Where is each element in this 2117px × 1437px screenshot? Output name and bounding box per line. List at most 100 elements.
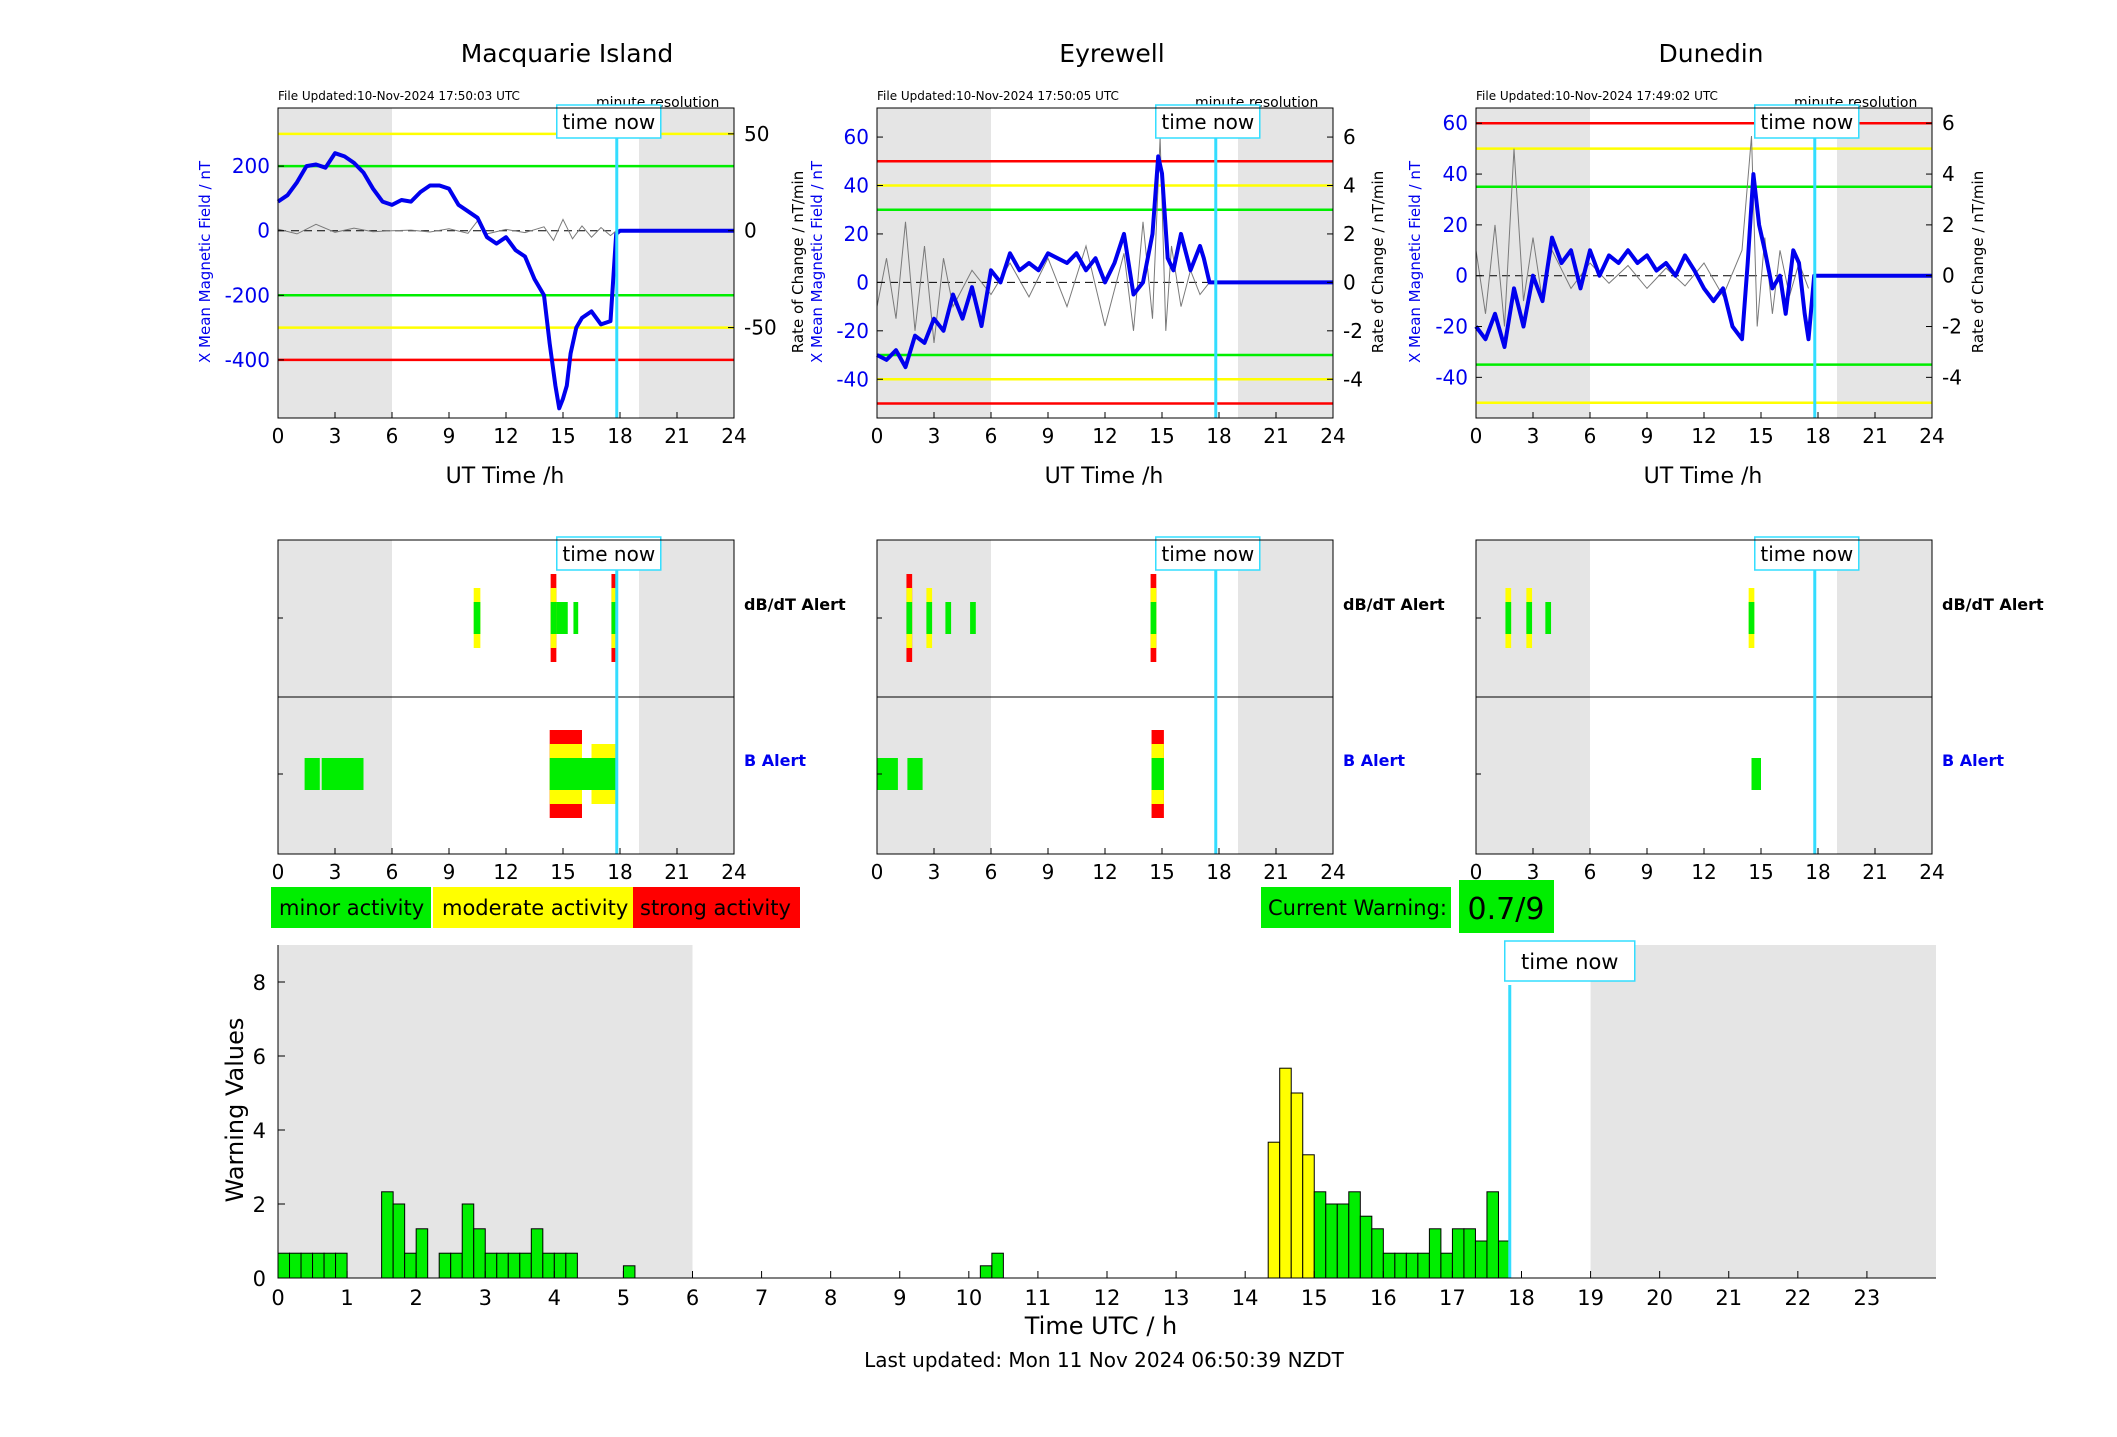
dbdt-alert-block	[473, 602, 481, 634]
x-tick-label: 12	[1092, 860, 1117, 884]
left-y-axis-label: X Mean Magnetic Field / nT	[196, 160, 214, 363]
time-now-box	[1155, 104, 1261, 139]
time-now-label: time now	[562, 542, 655, 566]
right-y-tick-label: 4	[1942, 162, 1955, 186]
y-tick-label: 8	[253, 971, 266, 995]
station-panel-macquarie: Macquarie Island File Updated:10-Nov-202…	[196, 39, 846, 884]
time-now-label: time now	[1521, 950, 1618, 974]
b-alert-block	[582, 758, 592, 790]
dbdt-alert-label: dB/dT Alert	[744, 595, 846, 614]
warning-bar	[1267, 1141, 1281, 1279]
x-tick-label: 1	[340, 1286, 353, 1310]
alert-plot: time now dB/dT Alert B Alert 0 3 6 9 12 15 18 21 24	[871, 536, 1445, 884]
x-tick-label: 6	[1584, 860, 1597, 884]
left-y-axis-label: X Mean Magnetic Field / nT	[1406, 160, 1424, 363]
legend-minor-swatch	[271, 887, 431, 928]
y-tick-label: 4	[253, 1119, 266, 1143]
warning-bar	[519, 1252, 532, 1279]
station-panel-dunedin: Dunedin File Updated:10-Nov-2024 17:49:0…	[1406, 39, 2044, 884]
x-tick-label: 21	[1263, 424, 1288, 448]
x-tick-label: 14	[1232, 1286, 1259, 1310]
b-alert-label: B Alert	[1942, 751, 2004, 770]
x-tick-label: 24	[1919, 424, 1944, 448]
x-tick-label: 12	[1094, 1286, 1121, 1310]
warning-bar	[1290, 1092, 1304, 1279]
x-tick-label: 9	[443, 860, 456, 884]
x-tick-label: 9	[1042, 424, 1055, 448]
warning-bar	[507, 1252, 521, 1279]
y-tick-label: 0	[253, 1267, 266, 1291]
left-y-tick-label: -200	[225, 283, 270, 307]
x-tick-label: 12	[493, 860, 518, 884]
legend-moderate-label: moderate activity	[442, 896, 628, 920]
warning-bar	[381, 1191, 394, 1279]
x-tick-label: 21	[664, 424, 689, 448]
warning-bar	[1325, 1203, 1338, 1279]
right-y-tick-label: -4	[1942, 365, 1962, 389]
x-tick-label: 13	[1163, 1286, 1190, 1310]
x-tick-label: 23	[1854, 1286, 1881, 1310]
x-tick-label: 7	[755, 1286, 768, 1310]
x-tick-label: 21	[1715, 1286, 1742, 1310]
warning-bar	[1382, 1252, 1396, 1279]
time-now-label: time now	[1161, 110, 1254, 134]
night-shade	[639, 108, 734, 418]
warning-bar	[323, 1252, 337, 1279]
x-tick-label: 15	[1301, 1286, 1328, 1310]
dbdt-alert-label: dB/dT Alert	[1343, 595, 1445, 614]
time-now-box	[1754, 536, 1860, 571]
x-tick-label: 9	[443, 424, 456, 448]
dbdt-alert-label: dB/dT Alert	[1942, 595, 2044, 614]
x-tick-label: 3	[1527, 860, 1540, 884]
warning-bar	[1486, 1191, 1499, 1279]
x-tick-label: 12	[493, 424, 518, 448]
dbdt-alert-block	[1748, 602, 1755, 634]
dbdt-alert-block	[1526, 602, 1533, 634]
x-tick-label: 18	[1206, 860, 1231, 884]
x-tick-label: 0	[871, 860, 884, 884]
left-y-axis-label: X Mean Magnetic Field / nT	[808, 160, 826, 363]
x-tick-label: 18	[1206, 424, 1231, 448]
left-y-tick-label: -20	[1435, 315, 1468, 339]
x-tick-label: 12	[1092, 424, 1117, 448]
warning-bar	[392, 1203, 406, 1279]
b-alert-block	[1151, 758, 1164, 790]
x-tick-label: 2	[409, 1286, 422, 1310]
x-tick-label: 6	[985, 424, 998, 448]
x-tick-label: 11	[1025, 1286, 1052, 1310]
y-tick-label: 2	[253, 1193, 266, 1217]
left-y-tick-label: 200	[232, 154, 270, 178]
b-alert-block	[321, 758, 364, 790]
x-tick-label: 15	[550, 424, 575, 448]
x-tick-label: 24	[1320, 860, 1345, 884]
night-shade	[1837, 108, 1932, 418]
time-now-label: time now	[562, 110, 655, 134]
warning-bar	[1302, 1154, 1315, 1279]
night-shade	[877, 108, 991, 418]
dbdt-alert-block	[945, 602, 952, 634]
warning-bar	[1417, 1252, 1430, 1279]
warning-bar	[1313, 1191, 1327, 1279]
left-y-tick-label: 20	[844, 222, 869, 246]
x-tick-label: 9	[1641, 860, 1654, 884]
dbdt-alert-block	[906, 602, 913, 634]
x-tick-label: 4	[548, 1286, 561, 1310]
warning-bar	[450, 1252, 463, 1279]
x-tick-label: 0	[1470, 424, 1483, 448]
dbdt-alert-block	[550, 602, 557, 634]
dbdt-alert-block	[970, 602, 976, 634]
left-y-tick-label: 0	[257, 219, 270, 243]
x-tick-label: 21	[1862, 424, 1887, 448]
right-y-tick-label: 0	[744, 219, 757, 243]
rate-of-change-series	[1475, 135, 1809, 327]
warning-bar	[312, 1252, 325, 1279]
x-tick-label: 24	[1320, 424, 1345, 448]
file-updated: File Updated:10-Nov-2024 17:50:03 UTC	[278, 89, 520, 103]
x-axis-label: UT Time /h	[446, 464, 565, 489]
x-tick-label: 22	[1784, 1286, 1811, 1310]
x-tick-label: 18	[1805, 860, 1830, 884]
dbdt-alert-block	[926, 602, 933, 634]
